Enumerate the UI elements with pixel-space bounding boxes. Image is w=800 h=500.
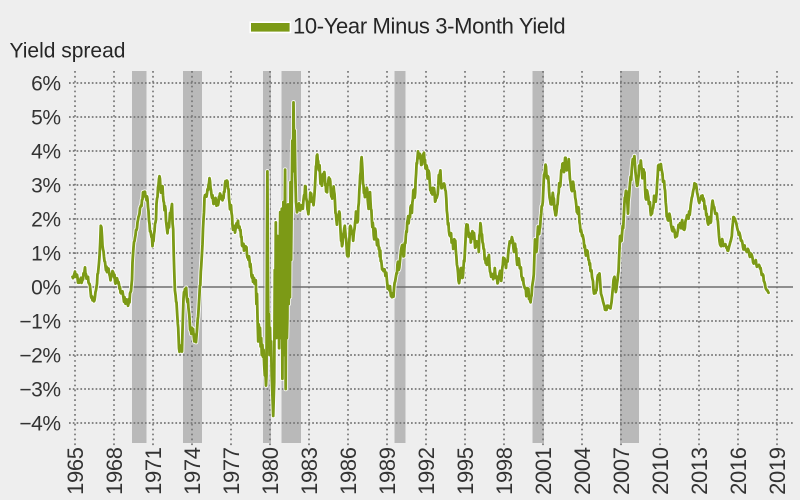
- svg-text:2%: 2%: [31, 208, 60, 231]
- svg-text:−4%: −4%: [19, 412, 60, 435]
- svg-text:2007: 2007: [609, 447, 634, 495]
- svg-text:−1%: −1%: [19, 310, 60, 333]
- svg-text:1983: 1983: [297, 447, 322, 495]
- svg-text:4%: 4%: [31, 140, 60, 163]
- svg-text:−3%: −3%: [19, 378, 60, 401]
- svg-text:1995: 1995: [453, 447, 478, 495]
- svg-text:6%: 6%: [31, 72, 60, 95]
- svg-text:10-Year Minus 3-Month Yield: 10-Year Minus 3-Month Yield: [293, 14, 565, 39]
- svg-text:1971: 1971: [141, 447, 166, 495]
- svg-text:2019: 2019: [765, 447, 790, 495]
- svg-text:−2%: −2%: [19, 344, 60, 367]
- svg-text:0%: 0%: [31, 276, 60, 299]
- svg-text:1%: 1%: [31, 242, 60, 265]
- svg-text:2001: 2001: [531, 447, 556, 495]
- svg-text:1980: 1980: [258, 447, 283, 495]
- svg-text:1965: 1965: [63, 447, 88, 495]
- svg-text:3%: 3%: [31, 174, 60, 197]
- svg-text:1986: 1986: [336, 447, 361, 495]
- svg-text:5%: 5%: [31, 106, 60, 129]
- svg-text:2016: 2016: [726, 447, 751, 495]
- svg-text:1992: 1992: [414, 447, 439, 495]
- svg-text:1974: 1974: [180, 447, 205, 495]
- svg-text:1989: 1989: [375, 447, 400, 495]
- svg-text:2004: 2004: [570, 447, 595, 495]
- svg-text:Yield spread: Yield spread: [10, 40, 126, 63]
- svg-text:1977: 1977: [219, 447, 244, 495]
- svg-text:2013: 2013: [687, 447, 712, 495]
- svg-text:1998: 1998: [492, 447, 517, 495]
- svg-text:2010: 2010: [648, 447, 673, 495]
- svg-text:1968: 1968: [102, 447, 127, 495]
